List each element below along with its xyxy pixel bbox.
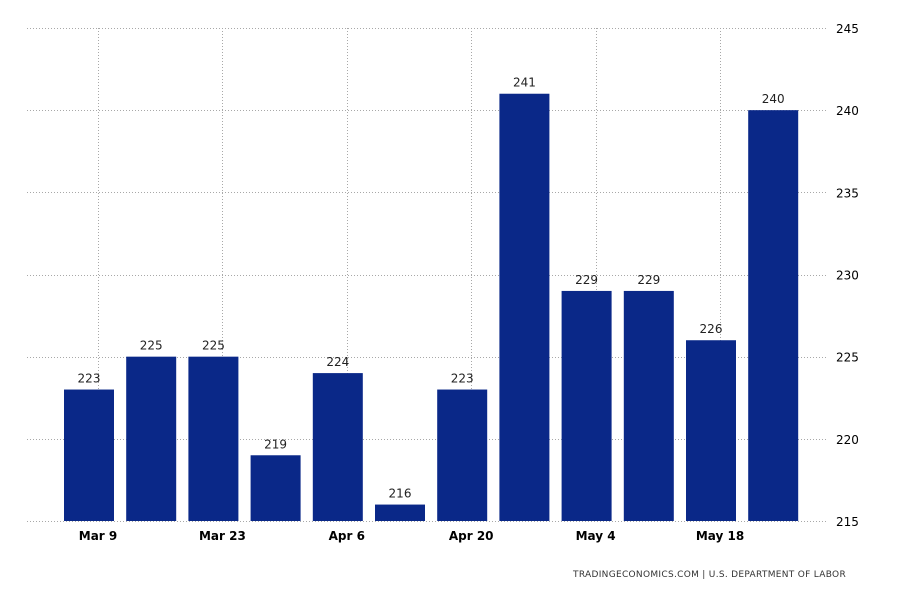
data-label: 241: [513, 76, 536, 90]
bar: [126, 356, 177, 521]
data-label: 225: [140, 339, 163, 353]
y-tick-label: 225: [836, 351, 859, 365]
bar: [250, 455, 301, 521]
y-tick-label: 235: [836, 186, 859, 200]
bar: [561, 290, 612, 521]
bars: [64, 93, 799, 522]
data-label: 240: [762, 92, 785, 106]
data-labels: 223 225 225 219 224 216 223 241 229 229 226 240: [78, 76, 785, 501]
x-tick-label: Apr 20: [449, 529, 494, 543]
x-tick-label: Mar 23: [199, 529, 246, 543]
bar: [686, 340, 736, 521]
data-label: 229: [575, 273, 598, 287]
bar: [499, 93, 550, 521]
y-axis-tick-labels: 215 220 225 230 235 240 245: [836, 22, 859, 529]
y-tick-label: 215: [836, 515, 859, 529]
data-label: 223: [451, 372, 474, 386]
data-label: 216: [389, 487, 412, 501]
y-tick-label: 230: [836, 269, 859, 283]
bar: [375, 504, 425, 521]
x-tick-label: Apr 6: [329, 529, 365, 543]
source-attribution: TRADINGECONOMICS.COM | U.S. DEPARTMENT O…: [573, 570, 846, 580]
bar: [64, 389, 114, 521]
y-tick-label: 240: [836, 104, 859, 118]
y-tick-label: 220: [836, 433, 859, 447]
data-label: 226: [700, 322, 723, 336]
bar: [188, 356, 239, 521]
grid-lines: [27, 28, 828, 522]
bar: [623, 290, 674, 521]
bar: [748, 110, 799, 522]
data-label: 223: [78, 372, 101, 386]
data-label: 225: [202, 339, 225, 353]
x-tick-label: May 4: [576, 529, 616, 543]
data-label: 224: [326, 355, 349, 369]
x-tick-label: May 18: [696, 529, 744, 543]
bar: [437, 389, 488, 521]
data-label: 219: [264, 437, 287, 451]
bar: [312, 373, 363, 521]
x-tick-label: Mar 9: [79, 529, 117, 543]
data-label: 229: [637, 273, 660, 287]
y-tick-label: 245: [836, 22, 859, 36]
x-axis-tick-labels: Mar 9 Mar 23 Apr 6 Apr 20 May 4 May 18: [79, 529, 744, 543]
